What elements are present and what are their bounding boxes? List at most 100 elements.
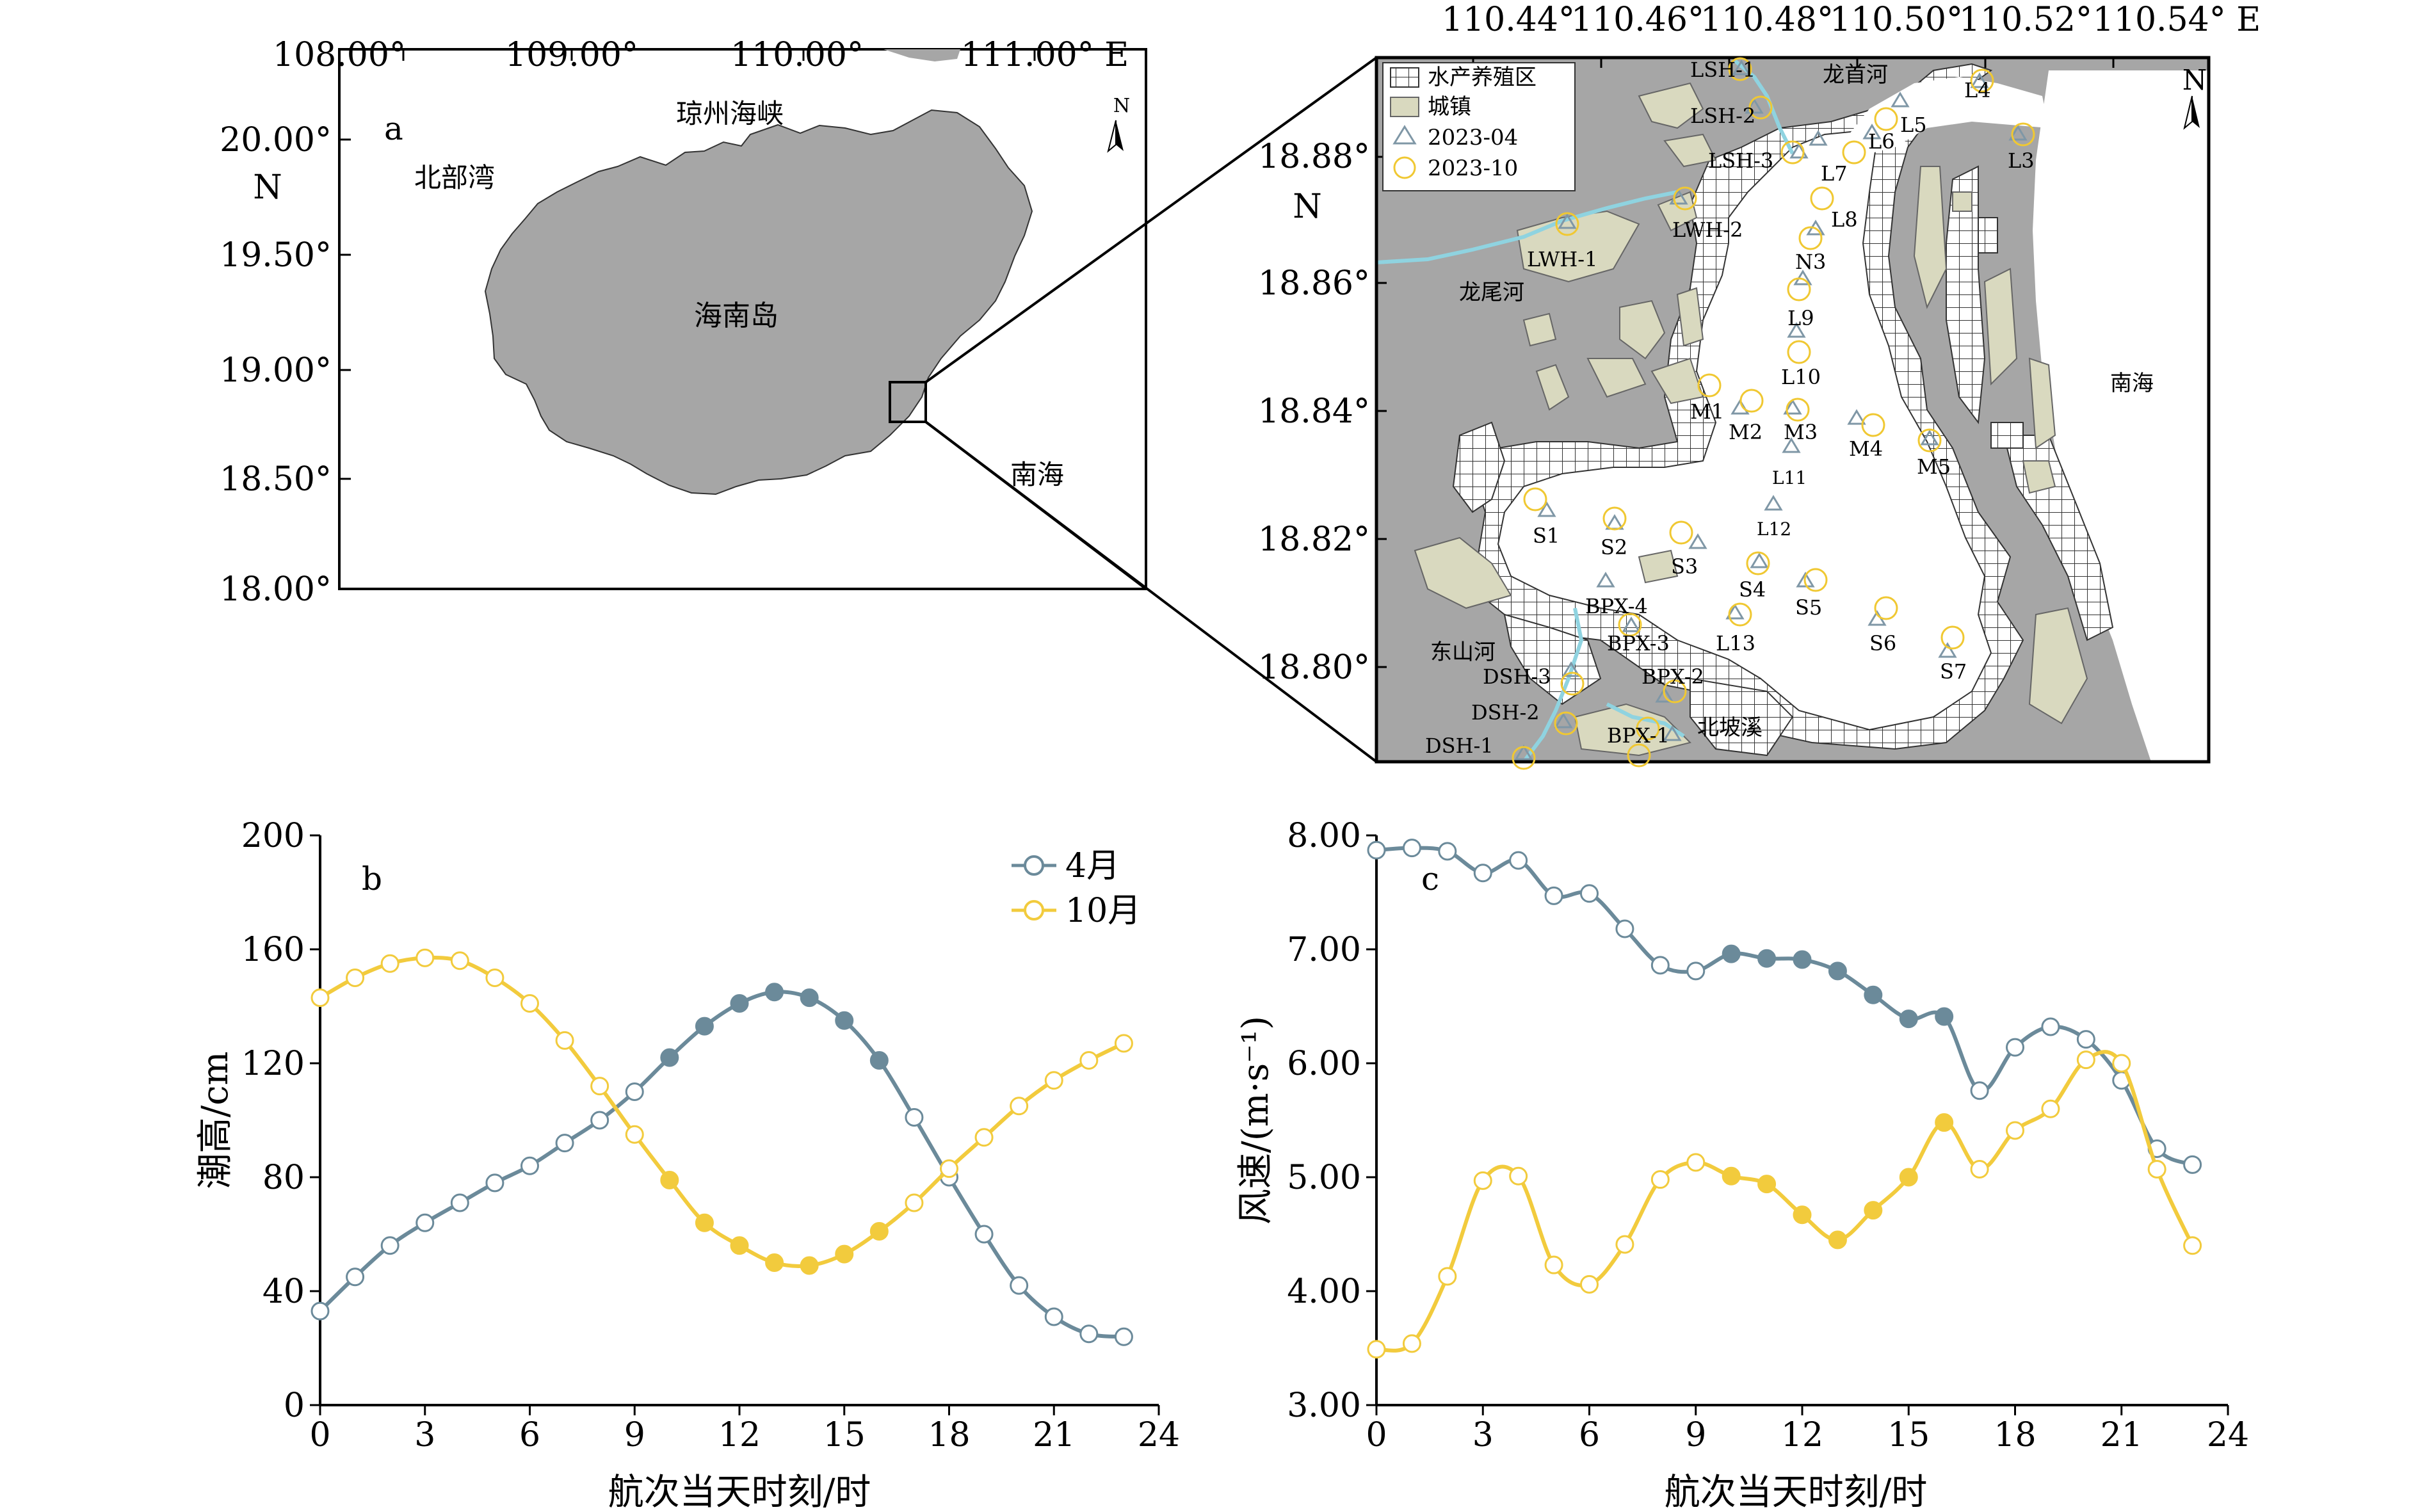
data-point <box>1686 1153 1706 1172</box>
data-point <box>450 951 469 970</box>
detail-xtick: 110.54° E <box>2093 1 2261 39</box>
data-point <box>520 994 539 1013</box>
station-label: LWH-2 <box>1672 218 1743 242</box>
mainland-coast <box>883 49 960 61</box>
station-labels: LSH-1 LSH-2 LSH-3 LWH-2 LWH-1 L3 L4 L5 L… <box>1425 58 2035 758</box>
y-tick-label: 4.00 <box>1287 1273 1361 1311</box>
data-point <box>835 1244 854 1264</box>
chart-wind-speed: 0 3 6 9 12 15 18 21 24 3.00 4.00 5.00 6.00 7.00 8.00 航… <box>1235 817 2249 1512</box>
x-tick-label: 6 <box>519 1416 540 1454</box>
x-tick-label: 9 <box>624 1416 645 1454</box>
station-label: S5 <box>1795 595 1822 620</box>
data-point <box>415 948 435 967</box>
legend-town: 城镇 <box>1428 94 1471 120</box>
detail-ytick: 18.88° <box>1258 138 1370 176</box>
label-beipo-river: 北坡溪 <box>1697 715 1763 741</box>
label-sea-detail: 南海 <box>2110 371 2154 396</box>
data-point <box>1044 1307 1063 1326</box>
detail-x-ticks <box>1472 58 2115 68</box>
x-tick-label: 18 <box>928 1416 970 1454</box>
legend-marker-oct <box>1024 900 1044 921</box>
map-legend: 水产养殖区 城镇 2023-04 2023-10 <box>1382 62 1576 191</box>
station-label: BPX-2 <box>1642 664 1704 689</box>
x-tick-label: 12 <box>718 1416 761 1454</box>
x-tick-label: 12 <box>1781 1416 1823 1454</box>
y-tick-label: 7.00 <box>1287 931 1361 969</box>
data-point <box>1079 1324 1099 1344</box>
detail-xtick: 110.50° <box>1830 1 1963 39</box>
data-point <box>1473 864 1492 883</box>
data-point <box>346 1267 365 1287</box>
station-label: DSH-3 <box>1483 664 1551 689</box>
legend-marker-apr <box>1024 855 1044 876</box>
station-label: N3 <box>1795 250 1826 274</box>
station-label: L13 <box>1716 631 1755 655</box>
station-label: S6 <box>1869 631 1896 655</box>
data-point <box>2112 1054 2131 1073</box>
station-label: LSH-2 <box>1690 104 1755 128</box>
data-point <box>974 1225 994 1244</box>
legend-circle-marker <box>1393 156 1416 179</box>
compass-icon: N <box>1107 95 1130 153</box>
data-point <box>1757 1175 1777 1194</box>
x-tick-label: 0 <box>1366 1416 1387 1454</box>
detail-ytick: 18.86° <box>1258 264 1370 303</box>
data-point <box>555 1134 574 1153</box>
data-point <box>1650 956 1670 975</box>
data-point <box>1899 1168 1918 1187</box>
legend-aquaculture-swatch <box>1390 67 1419 88</box>
label-dongshan-river: 东山河 <box>1430 639 1496 665</box>
map-a-xtick: 110.00° <box>730 36 864 74</box>
station-label: S2 <box>1601 535 1627 559</box>
x-tick-label: 15 <box>823 1416 866 1454</box>
data-point <box>625 1125 644 1144</box>
data-point <box>2006 1038 2024 1057</box>
data-point <box>765 1253 784 1272</box>
panel-label-b: b <box>362 860 382 897</box>
x-tick-label: 21 <box>1033 1416 1075 1454</box>
station-label: L3 <box>2008 149 2035 173</box>
data-point <box>450 1193 469 1212</box>
data-point <box>485 969 504 987</box>
data-point <box>660 1170 679 1189</box>
legend-2023-10: 2023-10 <box>1428 156 1518 181</box>
x-tick-label: 0 <box>309 1416 330 1454</box>
y-axis-label: 风速/(m·s⁻¹) <box>1235 1016 1277 1225</box>
data-point <box>1722 1166 1741 1186</box>
station-label: S3 <box>1671 554 1698 579</box>
data-point <box>1899 1009 1918 1029</box>
detail-xtick: 110.48° <box>1700 1 1834 39</box>
sea-water <box>2033 70 2209 762</box>
data-point <box>869 1222 889 1241</box>
data-point <box>485 1173 504 1193</box>
data-point <box>1402 839 1421 858</box>
map-a-ytick: 18.00° <box>220 570 332 609</box>
y-tick-label: 40 <box>262 1273 305 1311</box>
x-axis-label: 航次当天时刻/时 <box>608 1472 871 1512</box>
data-point <box>1544 886 1563 905</box>
x-tick-label: 24 <box>1138 1416 1180 1454</box>
data-point <box>1402 1334 1421 1353</box>
legend-triangle-marker <box>1392 125 1417 145</box>
data-point <box>346 969 365 987</box>
x-tick-label: 3 <box>414 1416 435 1454</box>
data-point <box>590 1111 609 1130</box>
station-label: L6 <box>1868 129 1895 154</box>
station-label: L11 <box>1772 467 1807 488</box>
data-point <box>660 1048 679 1067</box>
data-point <box>905 1108 924 1127</box>
legend-aquaculture: 水产养殖区 <box>1428 65 1537 90</box>
data-point <box>800 1256 819 1275</box>
aquaculture-area <box>1690 677 1794 757</box>
chart-tide-height: 0 3 6 9 12 15 18 21 24 0 40 80 120 160 200 航次当天时刻/时 潮高… <box>195 817 1180 1512</box>
station-label: L12 <box>1757 519 1791 540</box>
x-tick-label: 24 <box>2207 1416 2249 1454</box>
y-tick-label: 120 <box>241 1045 305 1083</box>
data-point <box>1935 1007 1954 1026</box>
station-label: BPX-4 <box>1585 594 1648 618</box>
data-point <box>2147 1160 2166 1179</box>
data-point <box>2183 1155 2202 1174</box>
data-point <box>1114 1034 1133 1053</box>
data-point <box>1367 840 1386 860</box>
